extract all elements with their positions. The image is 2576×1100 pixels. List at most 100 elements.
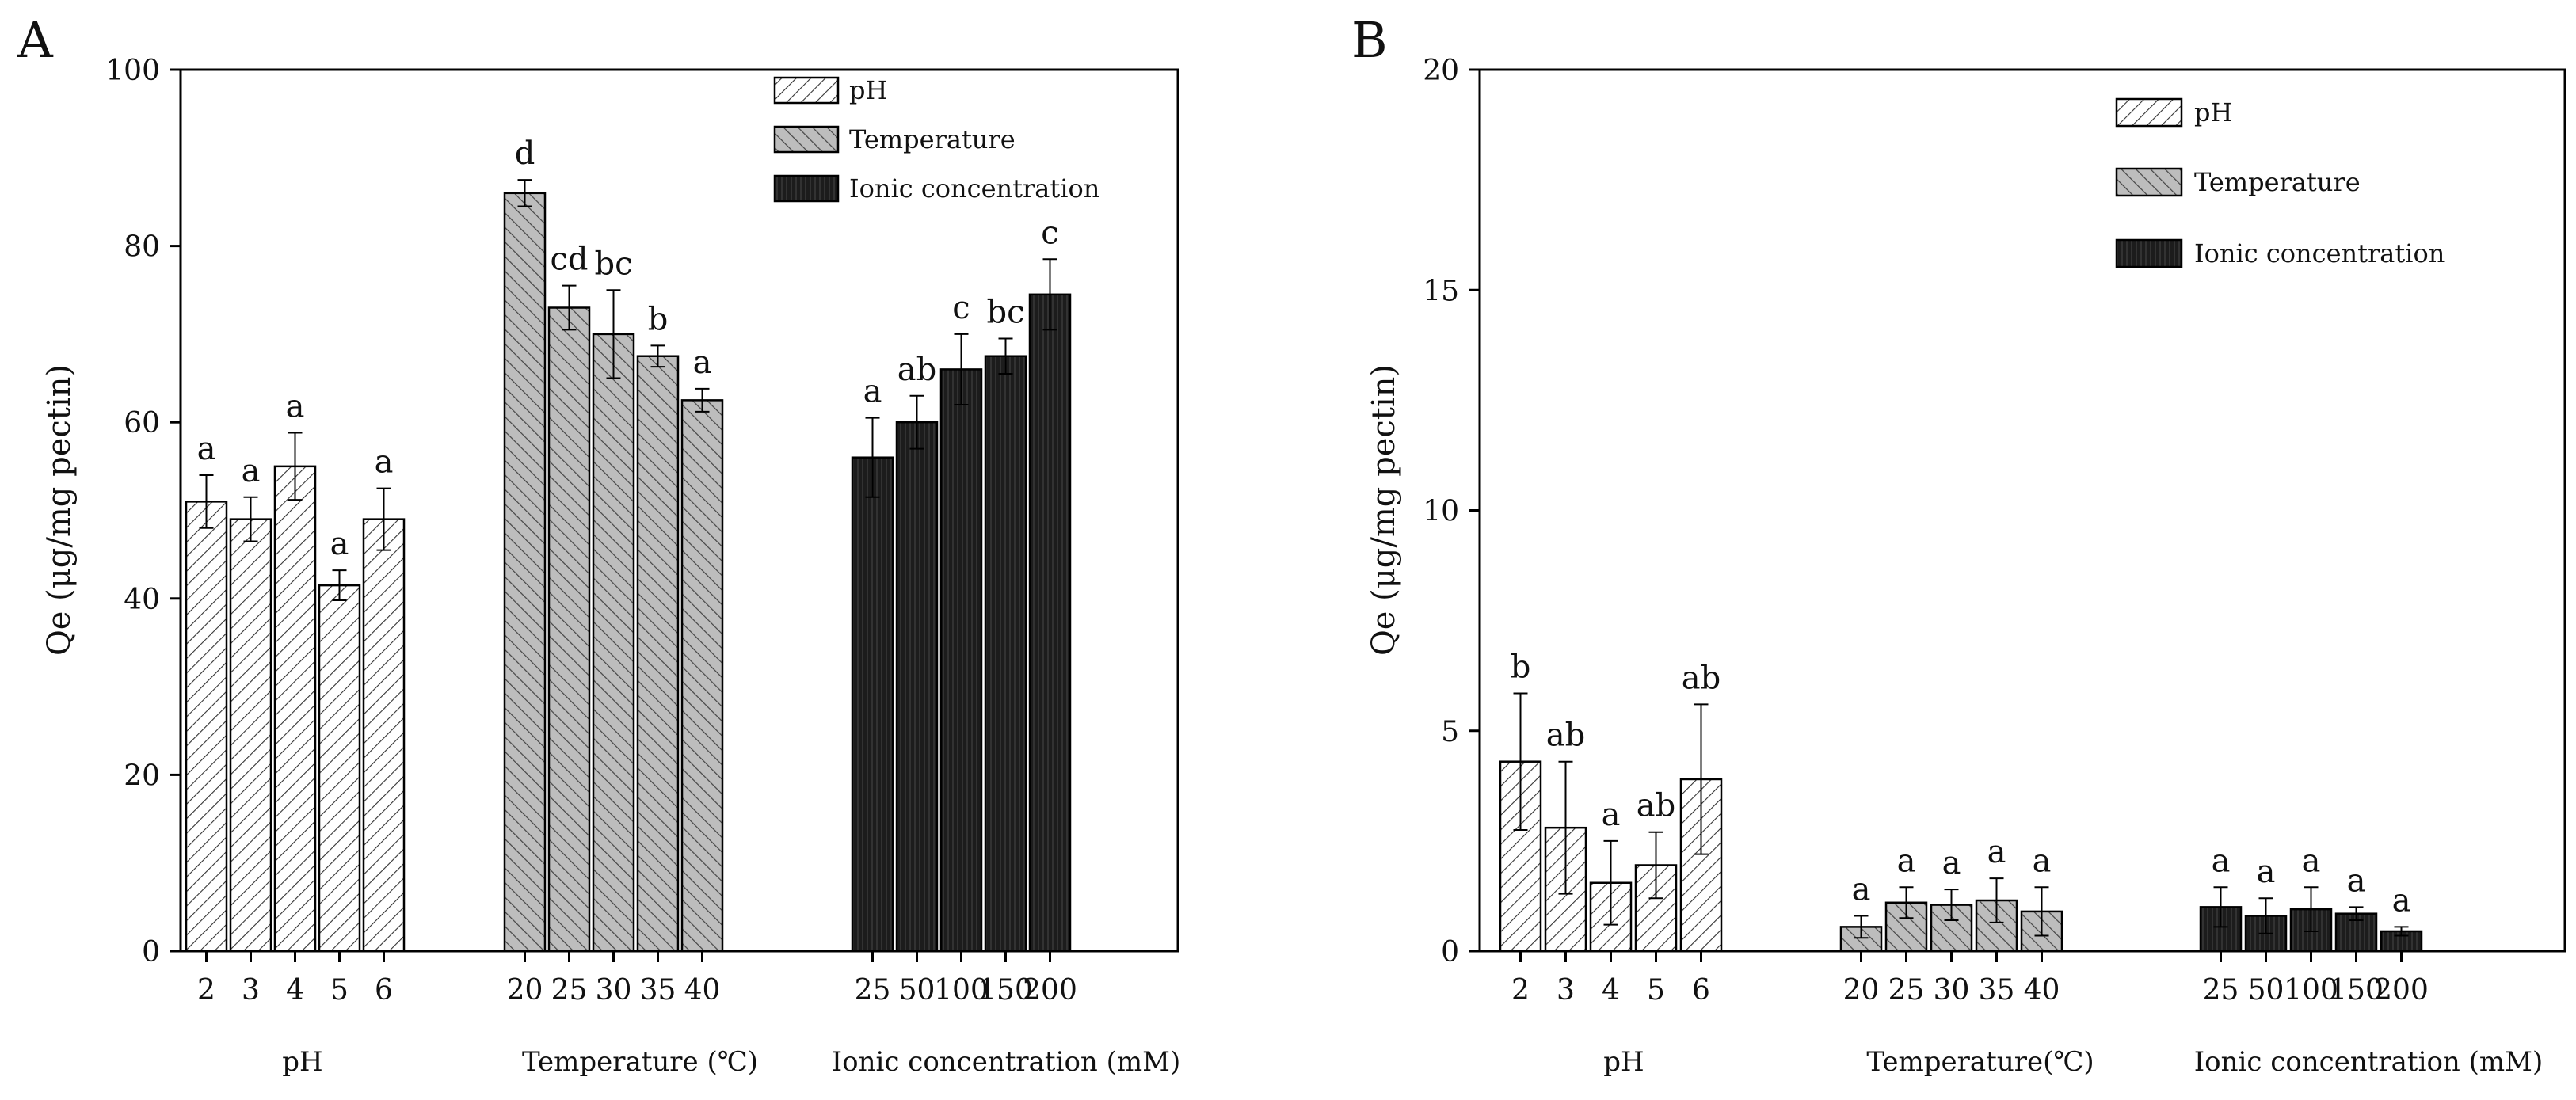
x-tick-label: 150 [2329,974,2384,1007]
bar [547,306,591,953]
bar [895,421,939,953]
y-tick-label: 100 [105,55,160,87]
significance-letter: a [2347,862,2366,899]
legend-swatch [773,125,840,154]
group-label: Temperature (℃) [522,1046,758,1078]
bar [185,501,228,953]
significance-letter: a [2033,843,2052,879]
significance-letter: ab [1637,788,1675,824]
legend-entry: pH [2194,97,2232,128]
legend-entry: Temperature [849,124,1016,154]
x-tick-label: 5 [1647,974,1665,1007]
x-tick-label: 6 [1692,974,1710,1007]
x-tick-label: 2 [1511,974,1530,1007]
significance-letter: a [2212,843,2231,879]
x-tick-label: 30 [1934,974,1970,1007]
x-tick-label: 3 [242,974,260,1007]
significance-letter: a [693,344,712,381]
x-tick-label: 4 [1602,974,1620,1007]
significance-letter: a [1987,834,2006,870]
x-tick-label: 5 [330,974,349,1007]
significance-letter: a [330,526,349,562]
legend-entry: pH [849,75,887,105]
x-tick-label: 20 [507,974,543,1007]
x-tick-label: 3 [1557,974,1575,1007]
bar [362,518,406,953]
x-tick-label: 2 [197,974,215,1007]
bar [318,584,361,953]
significance-letter: c [1041,215,1058,251]
legend-swatch [2115,97,2183,128]
y-tick-label: 0 [142,936,160,969]
bar [1028,293,1072,953]
y-tick-label: 40 [124,584,160,616]
bar [503,192,547,953]
legend-entry: Ionic concentration [2194,238,2445,268]
significance-letter: ab [897,352,936,388]
y-tick-label: 20 [124,759,160,792]
significance-letter: b [648,301,669,337]
significance-letter: c [952,290,970,326]
significance-letter: a [375,444,394,481]
y-tick-label: 15 [1423,275,1459,307]
significance-letter: a [1852,871,1871,908]
group-label: pH [282,1046,322,1078]
legend-swatch [773,174,840,203]
y-axis-label: Qe (μg/mg pectin) [1366,364,1402,656]
bar [229,518,272,953]
y-tick-label: 20 [1423,55,1459,87]
bar [273,465,317,953]
x-tick-label: 25 [1888,974,1925,1007]
y-tick-label: 0 [1441,936,1459,969]
panel-b: B 0 5 10 15 20 Qe (μg/mg pectin) b 2 ab 3 a 4 ab 5 ab 6 p… [1351,11,2566,1078]
plot-frame [179,68,1179,953]
group-label: pH [1603,1046,1644,1078]
x-tick-label: 35 [640,974,676,1007]
significance-letter: a [2302,843,2321,879]
significance-letter: a [2392,882,2411,919]
x-tick-label: 40 [684,974,721,1007]
y-tick-label: 80 [124,231,160,264]
significance-letter: a [2257,854,2276,890]
significance-letter: cd [550,242,588,278]
legend-swatch [773,76,840,105]
significance-letter: ab [1682,660,1721,696]
panel-label: B [1351,11,1388,69]
panel-label: A [17,11,54,69]
y-tick-label: 5 [1441,716,1459,748]
y-axis-label: Qe (μg/mg pectin) [41,364,78,656]
significance-letter: a [1942,845,1961,881]
x-tick-label: 40 [2024,974,2060,1007]
significance-letter: a [863,374,882,410]
significance-letter: a [242,453,261,489]
group-label: Ionic concentration (mM) [2194,1046,2543,1078]
x-tick-label: 25 [855,974,891,1007]
x-tick-label: 100 [934,974,989,1007]
x-tick-label: 200 [1023,974,1077,1007]
bar [984,355,1027,953]
bar [680,399,724,953]
legend-entry: Temperature [2194,167,2361,197]
legend-swatch [2115,167,2183,197]
x-tick-label: 35 [1979,974,2015,1007]
bar [636,355,680,953]
significance-letter: a [1602,797,1621,833]
x-tick-label: 6 [375,974,393,1007]
x-tick-label: 50 [899,974,936,1007]
x-tick-label: 20 [1843,974,1880,1007]
significance-letter: a [286,389,305,425]
significance-letter: a [1897,843,1916,879]
x-tick-label: 100 [2284,974,2338,1007]
group-label: Ionic concentration (mM) [832,1046,1180,1078]
group-label: Temperature(℃) [1866,1046,2094,1078]
significance-letter: bc [986,294,1024,330]
significance-letter: a [197,431,216,467]
bar [939,368,983,953]
significance-letter: d [515,135,535,172]
y-tick-label: 10 [1423,496,1459,528]
legend-entry: Ionic concentration [849,173,1099,204]
significance-letter: bc [594,246,632,282]
x-tick-label: 25 [551,974,588,1007]
bar [592,333,635,953]
x-tick-label: 4 [286,974,304,1007]
